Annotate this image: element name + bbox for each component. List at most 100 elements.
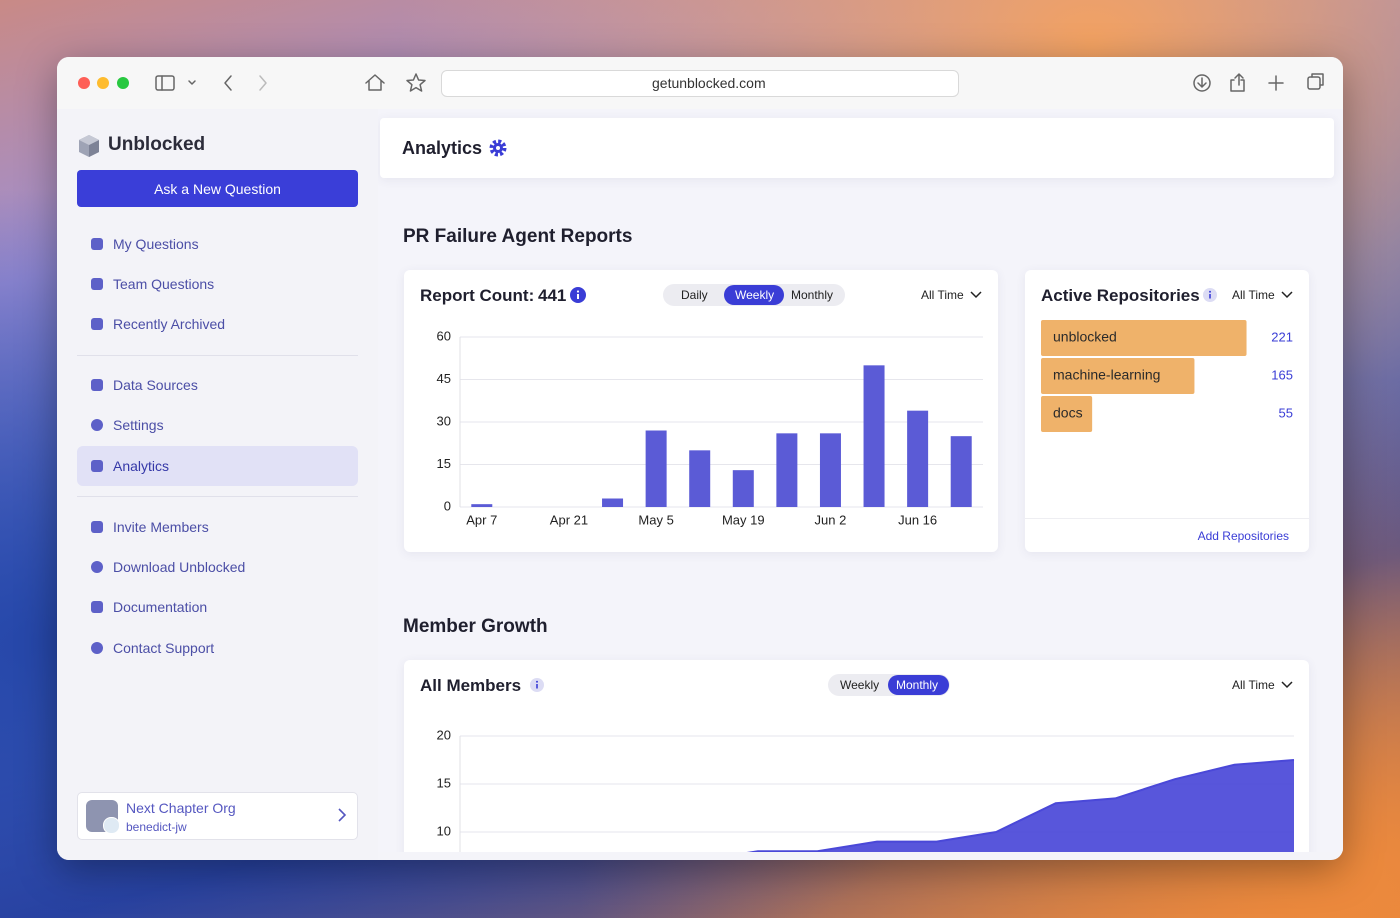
y-tick-label: 20 xyxy=(437,727,451,742)
toggle-option[interactable]: Weekly xyxy=(735,288,775,302)
new-tab-button[interactable] xyxy=(1268,75,1284,91)
add-repositories-link[interactable]: Add Repositories xyxy=(1197,529,1289,543)
value-label: 165 xyxy=(1271,367,1293,382)
nav-icon xyxy=(91,601,103,613)
x-tick-label: Apr 7 xyxy=(466,512,497,527)
range-select[interactable]: All Time xyxy=(921,288,964,302)
bar xyxy=(602,498,624,507)
toggle-option[interactable]: Weekly xyxy=(840,678,880,692)
nav-item[interactable]: Recently Archived xyxy=(113,316,226,332)
y-tick-label: 60 xyxy=(437,328,451,343)
user-avatar xyxy=(103,817,120,834)
x-tick-label: Jun 2 xyxy=(815,512,847,527)
info-icon[interactable] xyxy=(530,678,544,692)
home-button[interactable] xyxy=(365,74,385,91)
nav-item[interactable]: Contact Support xyxy=(113,640,215,656)
area xyxy=(752,760,1294,852)
range-select[interactable]: All Time xyxy=(1232,678,1275,692)
toggle-active xyxy=(888,675,949,695)
toggle-option[interactable]: Daily xyxy=(681,288,708,302)
toggle-option[interactable]: Monthly xyxy=(896,678,939,692)
bar xyxy=(471,504,493,507)
nav-item[interactable]: Documentation xyxy=(113,599,208,615)
toggle-active xyxy=(724,285,784,305)
y-tick-label: 45 xyxy=(437,371,451,386)
nav-item[interactable]: Analytics xyxy=(113,458,170,474)
section-title: Member Growth xyxy=(403,616,548,637)
value-label: 221 xyxy=(1271,329,1293,344)
org-user: benedict-jw xyxy=(126,820,187,834)
bar xyxy=(776,433,798,507)
panel-divider xyxy=(1025,518,1309,519)
address-bar[interactable] xyxy=(441,70,959,97)
bar-label: docs xyxy=(1053,405,1083,421)
nav-item[interactable]: My Questions xyxy=(113,236,199,252)
report-count: 441 xyxy=(538,286,567,305)
panel-title: All Members xyxy=(420,676,522,695)
nav-item[interactable]: Data Sources xyxy=(113,377,198,393)
active-nav-highlight xyxy=(77,446,358,486)
minimize-button[interactable] xyxy=(97,77,109,89)
nav-separator xyxy=(77,355,358,356)
y-tick-label: 10 xyxy=(437,823,451,838)
bar xyxy=(689,450,711,507)
bar-label: machine-learning xyxy=(1053,367,1160,383)
info-icon[interactable] xyxy=(570,287,586,303)
zoom-button[interactable] xyxy=(117,77,129,89)
settings-gear[interactable] xyxy=(488,138,508,158)
range-chevron xyxy=(1281,291,1293,299)
nav-icon xyxy=(91,419,103,431)
y-tick-label: 15 xyxy=(437,775,451,790)
tab-menu[interactable] xyxy=(188,80,196,85)
range-select[interactable]: All Time xyxy=(1232,288,1275,302)
back-button[interactable] xyxy=(224,75,232,91)
share-button[interactable] xyxy=(1230,73,1245,92)
downloads-arrow xyxy=(1197,77,1207,88)
nav-icon xyxy=(91,460,103,472)
downloads-button[interactable] xyxy=(1193,74,1211,92)
org-name: Next Chapter Org xyxy=(126,800,236,816)
info-icon[interactable] xyxy=(1203,288,1217,302)
nav-item[interactable]: Settings xyxy=(113,417,164,433)
forward-button[interactable] xyxy=(259,75,267,91)
area-line xyxy=(746,759,1295,852)
sidebar-toggle[interactable] xyxy=(155,75,175,91)
nav-item[interactable]: Invite Members xyxy=(113,519,209,535)
main-content: Analytics PR Failure Agent Reports Membe… xyxy=(378,109,1343,852)
panel-title: Report Count: xyxy=(420,286,535,305)
bar xyxy=(645,430,667,507)
nav-icon xyxy=(91,318,103,330)
org-card[interactable] xyxy=(77,792,358,840)
bar xyxy=(732,470,754,507)
nav-icon xyxy=(91,379,103,391)
browser-window: getunblocked.com Unblocked Ask a New Que… xyxy=(57,57,1343,860)
bar xyxy=(863,365,885,507)
x-tick-label: May 5 xyxy=(638,512,673,527)
bar xyxy=(1041,320,1247,356)
nav-icon xyxy=(91,521,103,533)
bar xyxy=(819,433,841,507)
nav-item[interactable]: Download Unblocked xyxy=(113,559,246,575)
tab-overview-back xyxy=(1311,73,1324,86)
bar xyxy=(1041,396,1093,432)
brand-logo xyxy=(79,135,99,157)
bookmark-button[interactable] xyxy=(406,73,426,92)
tab-overview-button[interactable] xyxy=(1307,76,1321,90)
ask-question-button[interactable]: Ask a New Question xyxy=(77,170,358,207)
toggle-option[interactable]: Monthly xyxy=(791,288,834,302)
range-chevron xyxy=(970,291,982,299)
url: getunblocked.com xyxy=(652,75,766,91)
x-tick-label: Apr 21 xyxy=(550,512,588,527)
bar xyxy=(950,436,972,507)
x-tick-label: Jun 16 xyxy=(898,512,937,527)
range-chevron xyxy=(1281,681,1293,689)
nav-separator xyxy=(77,496,358,497)
toolbar: getunblocked.com xyxy=(57,57,1343,110)
bar xyxy=(1041,358,1195,394)
section-title: PR Failure Agent Reports xyxy=(403,226,633,247)
close-button[interactable] xyxy=(78,77,90,89)
sidebar: Unblocked Ask a New Question My Question… xyxy=(57,109,378,860)
nav-item[interactable]: Team Questions xyxy=(113,276,215,292)
page-header xyxy=(380,118,1334,178)
